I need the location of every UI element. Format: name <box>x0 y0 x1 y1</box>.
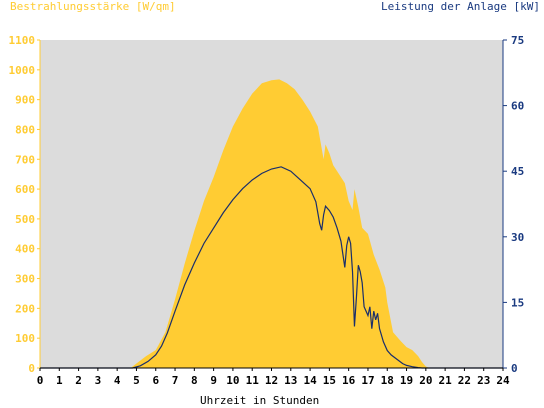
x-tick-label: 4 <box>114 374 121 387</box>
x-tick-label: 6 <box>152 374 159 387</box>
x-tick-label: 5 <box>133 374 140 387</box>
x-tick-label: 3 <box>95 374 102 387</box>
left-tick-label: 1100 <box>9 34 36 47</box>
x-tick-label: 18 <box>381 374 394 387</box>
left-tick-label: 800 <box>15 123 35 136</box>
power-line <box>40 166 503 369</box>
left-tick-label: 100 <box>15 332 35 345</box>
x-tick-label: 20 <box>419 374 432 387</box>
x-tick-label: 12 <box>265 374 278 387</box>
x-tick-label: 11 <box>246 374 260 387</box>
x-tick-label: 14 <box>303 374 317 387</box>
left-axis-title: Bestrahlungsstärke [W/qm] <box>10 0 176 13</box>
x-tick-label: 23 <box>477 374 490 387</box>
right-tick-label: 45 <box>511 165 524 178</box>
left-tick-label: 0 <box>28 362 35 375</box>
x-tick-label: 7 <box>172 374 179 387</box>
x-tick-label: 21 <box>439 374 453 387</box>
x-tick-label: 10 <box>226 374 239 387</box>
left-tick-label: 300 <box>15 273 35 286</box>
x-tick-label: 8 <box>191 374 198 387</box>
x-tick-label: 1 <box>56 374 63 387</box>
left-tick-label: 500 <box>15 213 35 226</box>
right-axis-title: Leistung der Anlage [kW] <box>381 0 540 13</box>
x-tick-label: 17 <box>361 374 374 387</box>
x-tick-label: 2 <box>75 374 82 387</box>
x-tick-label: 15 <box>323 374 336 387</box>
right-tick-label: 30 <box>511 231 524 244</box>
left-tick-label: 400 <box>15 243 35 256</box>
right-tick-label: 60 <box>511 100 524 113</box>
x-tick-label: 19 <box>400 374 413 387</box>
x-tick-label: 9 <box>210 374 217 387</box>
x-tick-label: 24 <box>496 374 510 387</box>
power-line-layer <box>40 166 503 369</box>
axes-layer <box>37 39 507 371</box>
left-tick-label: 1000 <box>9 64 36 77</box>
left-tick-label: 900 <box>15 94 35 107</box>
x-tick-label: 16 <box>342 374 356 387</box>
x-tick-label: 22 <box>458 374 471 387</box>
tick-labels-layer: 0100200300400500600700800900100011000153… <box>9 34 525 387</box>
x-tick-label: 13 <box>284 374 297 387</box>
x-tick-label: 0 <box>37 374 44 387</box>
irradiance-area <box>40 79 503 369</box>
left-tick-label: 700 <box>15 153 35 166</box>
left-tick-label: 600 <box>15 183 35 196</box>
x-axis-title: Uhrzeit in Stunden <box>200 394 320 407</box>
left-tick-label: 200 <box>15 302 35 315</box>
right-tick-label: 0 <box>511 362 518 375</box>
right-tick-label: 75 <box>511 34 524 47</box>
right-tick-label: 15 <box>511 296 524 309</box>
irradiance-area-layer <box>40 79 503 369</box>
